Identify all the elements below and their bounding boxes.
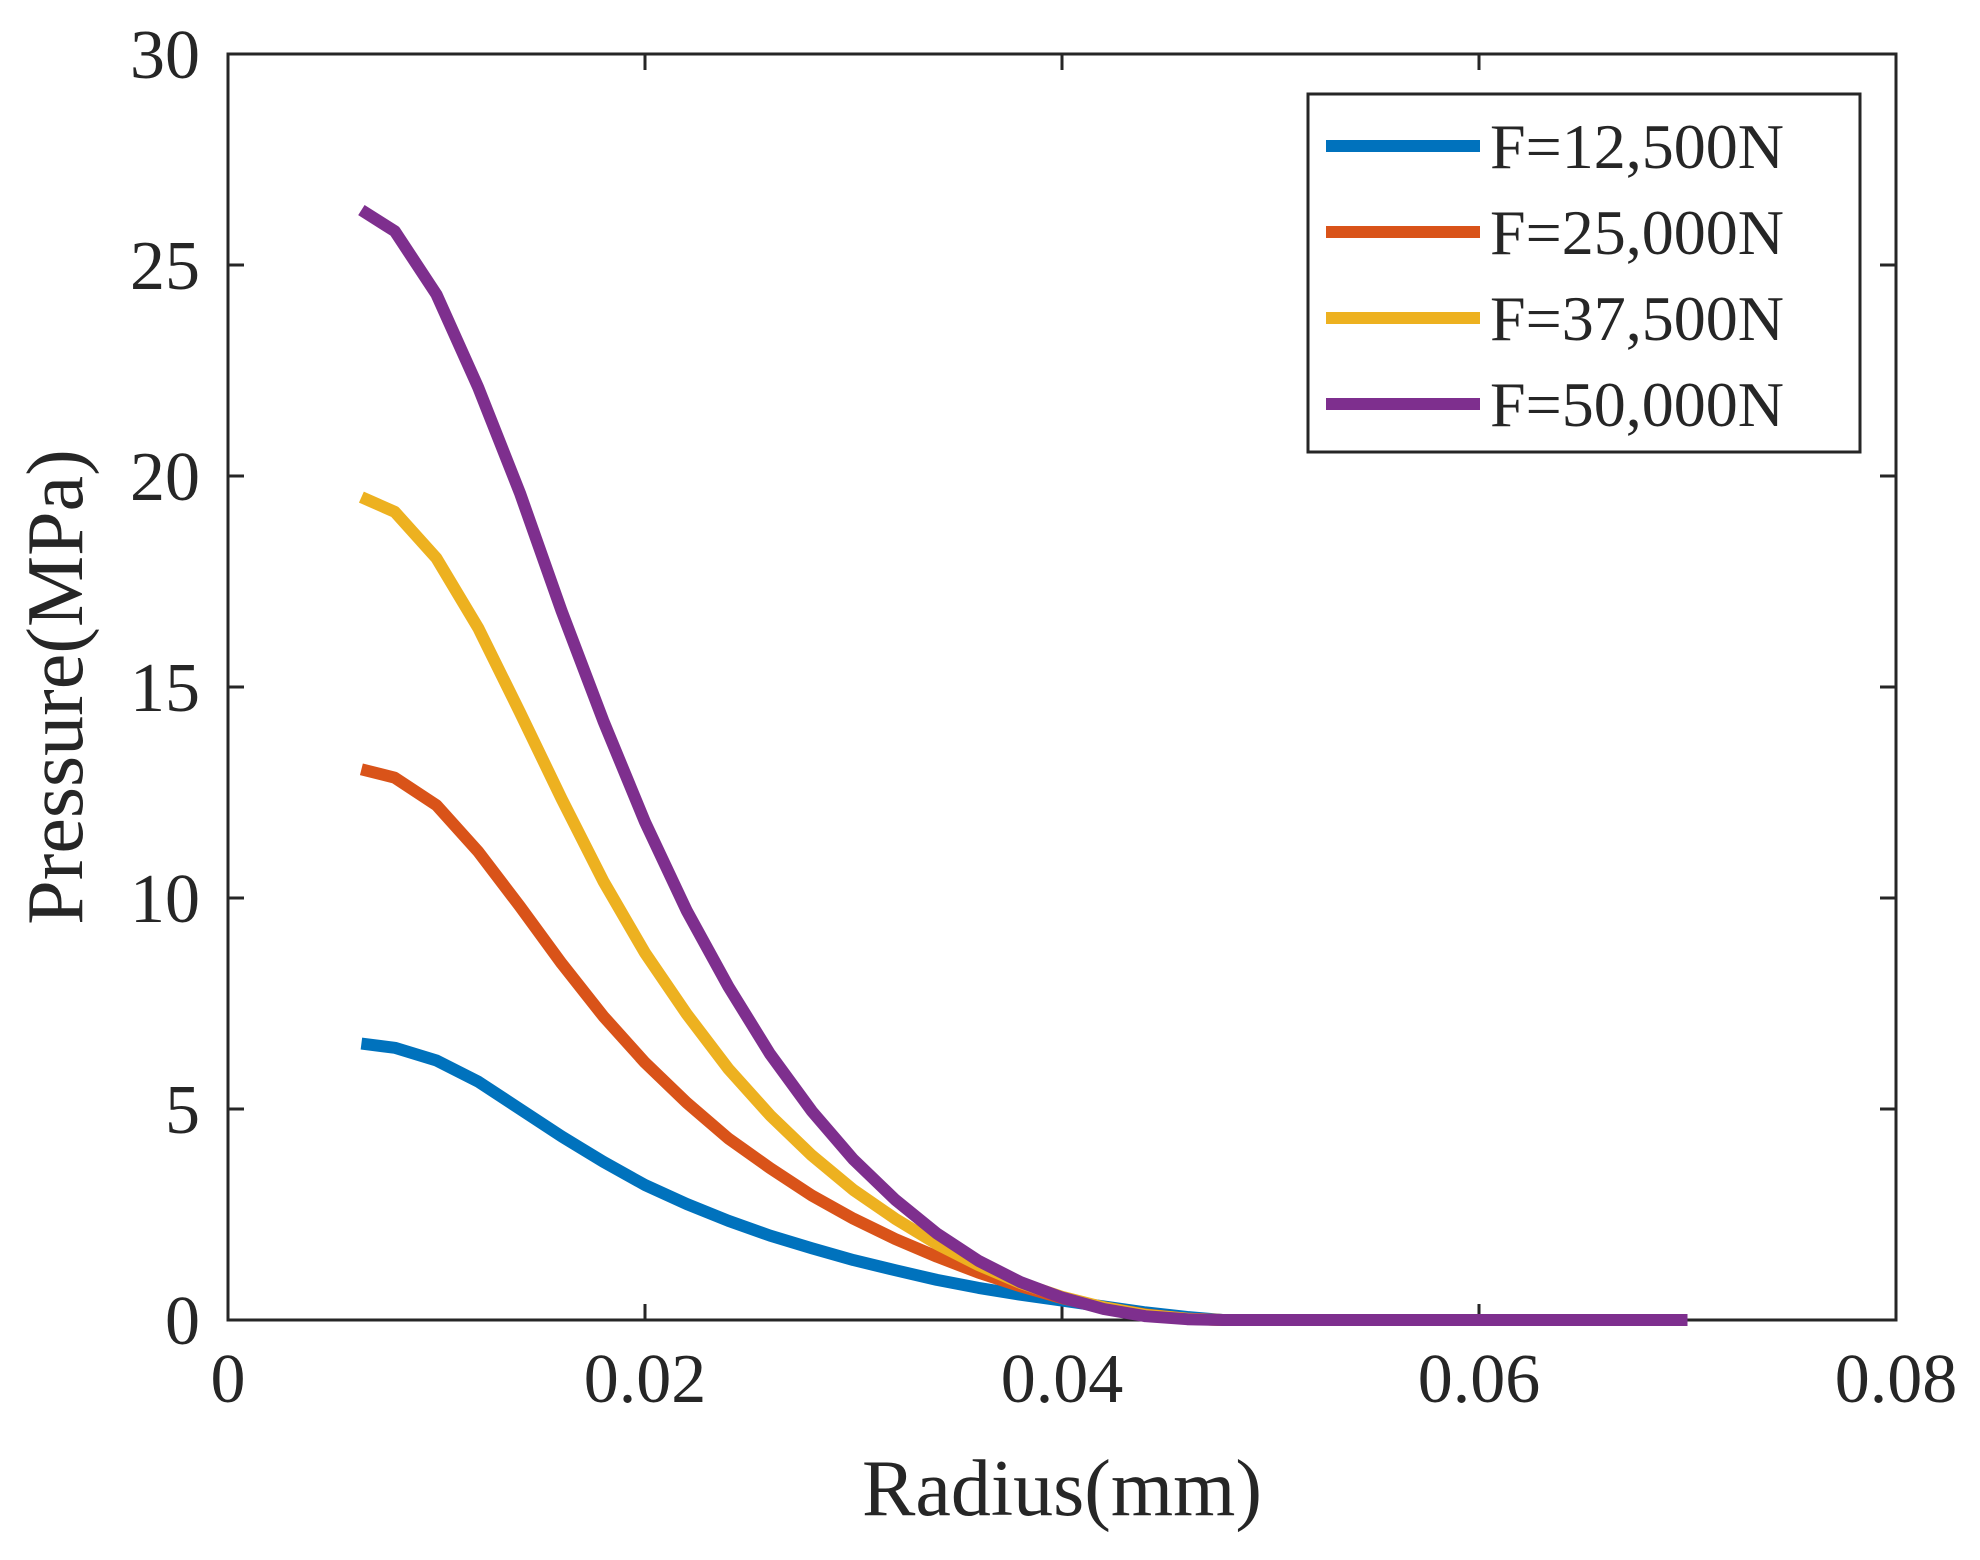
y-tick-label: 5 — [165, 1072, 200, 1149]
legend-label: F=25,000N — [1490, 197, 1784, 268]
y-tick-label: 30 — [130, 17, 200, 94]
y-tick-label: 15 — [130, 650, 200, 727]
series-layer — [358, 205, 1688, 1326]
y-tick-label: 20 — [130, 439, 200, 516]
x-tick-label: 0.06 — [1418, 1341, 1541, 1418]
legend-label: F=37,500N — [1490, 283, 1784, 354]
y-axis-label: Pressure(MPa) — [12, 449, 100, 924]
legend-label: F=12,500N — [1490, 111, 1784, 182]
series-line-4 — [358, 205, 1688, 1326]
x-axis: 0 0.02 0.04 0.06 0.08 — [211, 54, 1958, 1418]
legend: F=12,500N F=25,000N F=37,500N F=50,000N — [1306, 92, 1862, 454]
y-axis: 0 5 10 15 20 25 30 — [130, 17, 1896, 1360]
x-tick-label: 0.08 — [1835, 1341, 1958, 1418]
y-tick-label: 0 — [165, 1283, 200, 1360]
legend-box — [1306, 92, 1862, 454]
y-tick-label: 10 — [130, 861, 200, 938]
y-tick-label: 25 — [130, 228, 200, 305]
legend-label: F=50,000N — [1490, 369, 1784, 440]
x-tick-label: 0.02 — [584, 1341, 707, 1418]
x-tick-label: 0 — [211, 1341, 246, 1418]
x-tick-label: 0.04 — [1001, 1341, 1124, 1418]
x-axis-label: Radius(mm) — [862, 1445, 1262, 1533]
